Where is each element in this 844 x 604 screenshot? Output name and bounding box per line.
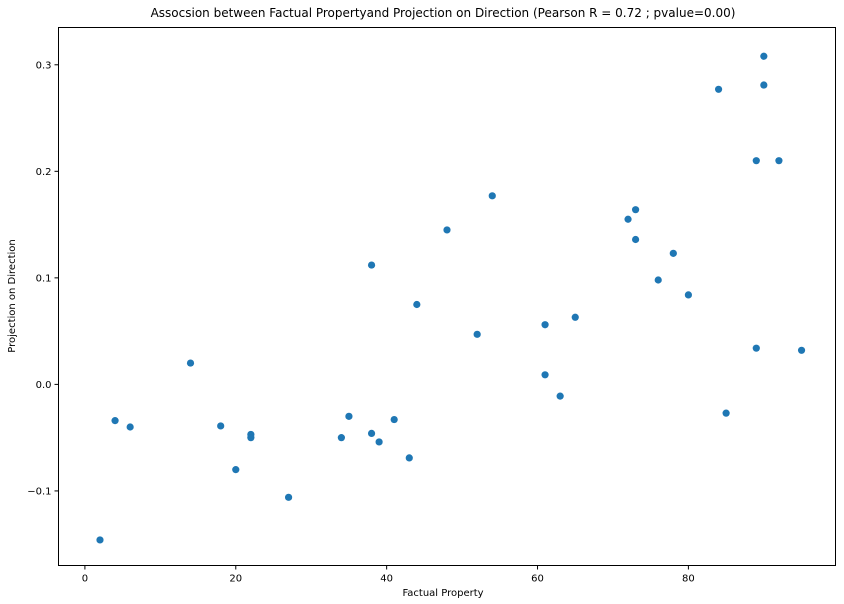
y-tick-label: −0.1: [27, 486, 51, 497]
data-point: [722, 409, 730, 417]
y-tick-label: 0.3: [36, 60, 52, 71]
data-point: [571, 313, 579, 321]
data-point: [541, 321, 549, 329]
data-point: [752, 157, 760, 165]
data-point: [541, 371, 549, 379]
data-point: [413, 300, 421, 309]
data-point: [760, 52, 768, 60]
data-point: [390, 415, 398, 424]
x-tick-label: 40: [380, 574, 393, 585]
data-point: [556, 392, 564, 400]
x-axis: 0 20 40 60 80: [82, 565, 695, 585]
data-point: [775, 157, 783, 165]
data-point: [624, 215, 632, 223]
data-point: [367, 261, 376, 269]
data-point: [752, 344, 760, 352]
data-point: [345, 412, 353, 420]
x-axis-label: Factual Property: [402, 588, 483, 599]
y-tick-label: 0.1: [36, 273, 52, 284]
data-point: [631, 206, 640, 214]
data-points: [96, 52, 806, 544]
data-point: [669, 249, 677, 257]
data-point: [375, 438, 383, 446]
x-tick-label: 0: [82, 574, 88, 585]
data-point: [217, 422, 225, 430]
data-point: [714, 85, 723, 93]
x-tick-label: 80: [682, 574, 695, 585]
data-point: [797, 346, 806, 354]
data-point: [631, 235, 640, 244]
data-point: [337, 434, 345, 442]
data-point: [111, 417, 119, 425]
x-tick-label: 60: [531, 574, 544, 585]
y-tick-label: 0.2: [36, 167, 52, 178]
plot-frame: [58, 27, 836, 566]
y-axis: −0.1 0.0 0.1 0.2 0.3: [27, 60, 59, 497]
y-tick-label: 0.0: [36, 380, 52, 391]
chart-title: Assocsion between Factual Propertyand Pr…: [151, 6, 736, 20]
data-point: [684, 291, 692, 299]
data-point: [284, 493, 293, 501]
data-point: [654, 276, 662, 284]
data-point: [126, 423, 134, 431]
data-point: [96, 536, 104, 544]
data-point: [367, 429, 376, 437]
data-point: [232, 466, 240, 474]
data-point: [405, 454, 413, 462]
x-tick-label: 20: [229, 574, 242, 585]
data-point: [488, 192, 496, 200]
y-axis-label: Projection on Direction: [7, 239, 18, 352]
data-point: [443, 226, 451, 234]
data-point: [186, 359, 195, 367]
data-point: [473, 330, 481, 338]
data-point: [760, 81, 768, 89]
data-point: [247, 434, 255, 442]
